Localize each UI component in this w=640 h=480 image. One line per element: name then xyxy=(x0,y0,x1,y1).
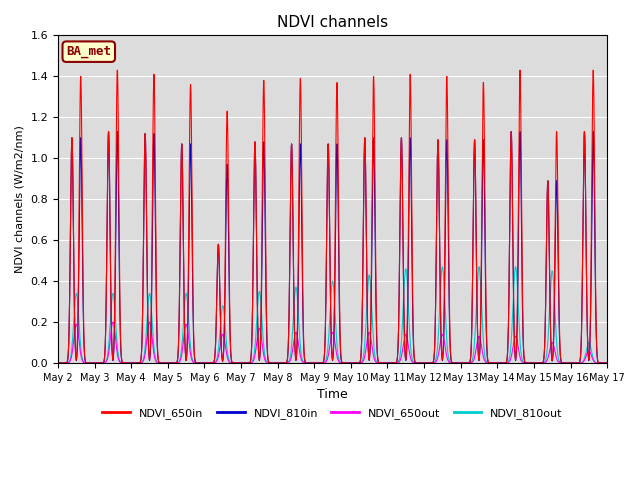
NDVI_810in xyxy=(589,129,597,134)
NDVI_810out xyxy=(604,360,611,366)
Line: NDVI_650in: NDVI_650in xyxy=(58,70,607,363)
NDVI_810in xyxy=(54,360,62,366)
NDVI_810out xyxy=(172,360,179,366)
NDVI_810in xyxy=(172,360,179,366)
Title: NDVI channels: NDVI channels xyxy=(277,15,388,30)
NDVI_810out xyxy=(166,360,173,366)
NDVI_810in xyxy=(486,360,494,366)
NDVI_650in xyxy=(201,360,209,366)
NDVI_650in xyxy=(486,360,494,366)
NDVI_810in xyxy=(200,360,208,366)
NDVI_650in xyxy=(54,360,62,366)
NDVI_810in xyxy=(166,360,173,366)
NDVI_650out xyxy=(260,351,268,357)
Legend: NDVI_650in, NDVI_810in, NDVI_650out, NDVI_810out: NDVI_650in, NDVI_810in, NDVI_650out, NDV… xyxy=(98,403,567,423)
NDVI_650out xyxy=(54,360,62,366)
NDVI_650in xyxy=(589,67,597,73)
NDVI_810in xyxy=(260,140,268,145)
Line: NDVI_810out: NDVI_810out xyxy=(58,267,607,363)
NDVI_810in xyxy=(604,360,611,366)
NDVI_650in xyxy=(408,264,416,270)
Text: BA_met: BA_met xyxy=(67,45,111,58)
NDVI_650out xyxy=(486,360,494,366)
NDVI_650in xyxy=(602,360,609,366)
NDVI_650in xyxy=(166,360,173,366)
X-axis label: Time: Time xyxy=(317,388,348,401)
Y-axis label: NDVI channels (W/m2/nm): NDVI channels (W/m2/nm) xyxy=(15,125,25,273)
NDVI_810out xyxy=(486,360,494,366)
NDVI_650out xyxy=(604,360,611,366)
NDVI_650out xyxy=(166,360,173,366)
Line: NDVI_810in: NDVI_810in xyxy=(58,132,607,363)
NDVI_810out xyxy=(54,360,62,366)
NDVI_650out xyxy=(172,360,179,366)
Line: NDVI_650out: NDVI_650out xyxy=(58,322,607,363)
NDVI_810in xyxy=(602,360,609,366)
NDVI_650out xyxy=(602,360,609,366)
NDVI_810in xyxy=(408,285,416,291)
NDVI_810out xyxy=(602,360,609,366)
NDVI_810out xyxy=(512,264,520,270)
NDVI_650out xyxy=(109,319,116,325)
NDVI_650in xyxy=(604,360,611,366)
NDVI_810out xyxy=(260,341,268,347)
NDVI_650in xyxy=(260,78,268,84)
NDVI_650out xyxy=(408,359,416,365)
NDVI_650in xyxy=(172,360,179,366)
NDVI_810out xyxy=(408,356,416,362)
